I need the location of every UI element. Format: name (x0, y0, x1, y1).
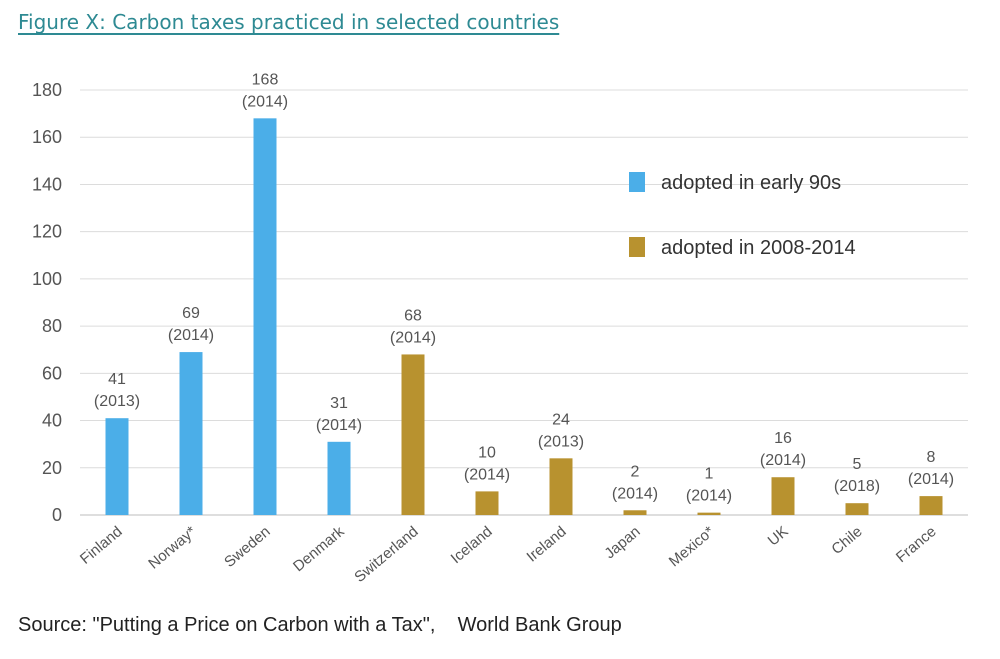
bar-chile (845, 503, 869, 515)
x-tick-label: Chile (828, 523, 865, 558)
bar-finland (105, 418, 129, 515)
x-tick-label: UK (765, 523, 792, 549)
bar-chart: 0 20 40 60 80 100 120 140 160 180 41 (2013) 69 (2014… (32, 71, 968, 586)
x-tick-label: Finland (77, 523, 126, 568)
data-label-year: (2014) (390, 329, 436, 346)
data-label-value: 24 (552, 411, 570, 428)
bar-denmark (327, 441, 351, 515)
y-tick-label: 160 (32, 127, 62, 147)
y-axis-ticks: 0 20 40 60 80 100 120 140 160 180 (32, 80, 62, 525)
x-axis-ticks: Finland Norway* Sweden Denmark Switzerland Ic… (77, 523, 940, 586)
data-label-value: 68 (404, 307, 422, 324)
x-tick-label: Iceland (448, 523, 496, 567)
data-label-year: (2014) (686, 488, 732, 505)
data-label-value: 16 (774, 430, 792, 447)
x-tick-label: Japan (601, 523, 643, 562)
legend-swatch (629, 172, 645, 192)
legend-label: adopted in 2008-2014 (661, 237, 856, 259)
x-tick-label: Mexico* (666, 523, 718, 570)
data-label-year: (2014) (242, 93, 288, 110)
data-label-value: 1 (705, 466, 714, 483)
bar-mexico (697, 512, 721, 515)
data-labels: 41(2013)69(2014)168(2014)31(2014)68(2014… (94, 71, 954, 504)
data-label-value: 2 (631, 463, 640, 480)
data-label-value: 69 (182, 305, 200, 322)
y-tick-label: 40 (42, 411, 62, 431)
bar-norway (179, 352, 203, 515)
data-label-value: 10 (478, 444, 496, 461)
x-tick-label: France (893, 523, 940, 566)
data-label-year: (2013) (94, 393, 140, 410)
y-tick-label: 100 (32, 269, 62, 289)
x-tick-label: Sweden (221, 523, 273, 571)
x-tick-label: Ireland (524, 523, 570, 566)
data-label-year: (2014) (316, 417, 362, 434)
bar-uk (771, 477, 795, 515)
data-label-year: (2014) (908, 471, 954, 488)
x-tick-label: Norway* (145, 523, 199, 573)
y-tick-label: 120 (32, 222, 62, 242)
y-tick-label: 80 (42, 316, 62, 336)
bar-ireland (549, 458, 573, 515)
x-tick-label: Denmark (290, 523, 348, 575)
y-tick-label: 140 (32, 174, 62, 194)
data-label-year: (2014) (612, 485, 658, 502)
bars (105, 118, 943, 515)
y-tick-label: 0 (52, 505, 62, 525)
figure-title: Figure X: Carbon taxes practiced in sele… (18, 10, 560, 34)
data-label-year: (2014) (464, 466, 510, 483)
bar-sweden (253, 118, 277, 515)
grid-lines (80, 89, 968, 516)
data-label-year: (2014) (168, 327, 214, 344)
y-tick-label: 20 (42, 458, 62, 478)
bar-japan (623, 510, 647, 515)
data-label-value: 168 (252, 71, 279, 88)
legend-label: adopted in early 90s (661, 172, 841, 194)
data-label-year: (2014) (760, 452, 806, 469)
legend-swatch (629, 237, 645, 257)
data-label-value: 41 (108, 371, 126, 388)
bar-switzerland (401, 354, 425, 515)
bar-france (919, 496, 943, 515)
legend: adopted in early 90s adopted in 2008-2014 (629, 172, 856, 259)
y-tick-label: 60 (42, 363, 62, 383)
source-note: Source: "Putting a Price on Carbon with … (18, 614, 622, 636)
data-label-value: 5 (853, 456, 862, 473)
y-tick-label: 180 (32, 80, 62, 100)
data-label-value: 8 (927, 449, 936, 466)
data-label-year: (2013) (538, 433, 584, 450)
bar-iceland (475, 491, 499, 515)
data-label-value: 31 (330, 395, 348, 412)
data-label-year: (2018) (834, 478, 880, 495)
x-tick-label: Switzerland (351, 523, 421, 586)
